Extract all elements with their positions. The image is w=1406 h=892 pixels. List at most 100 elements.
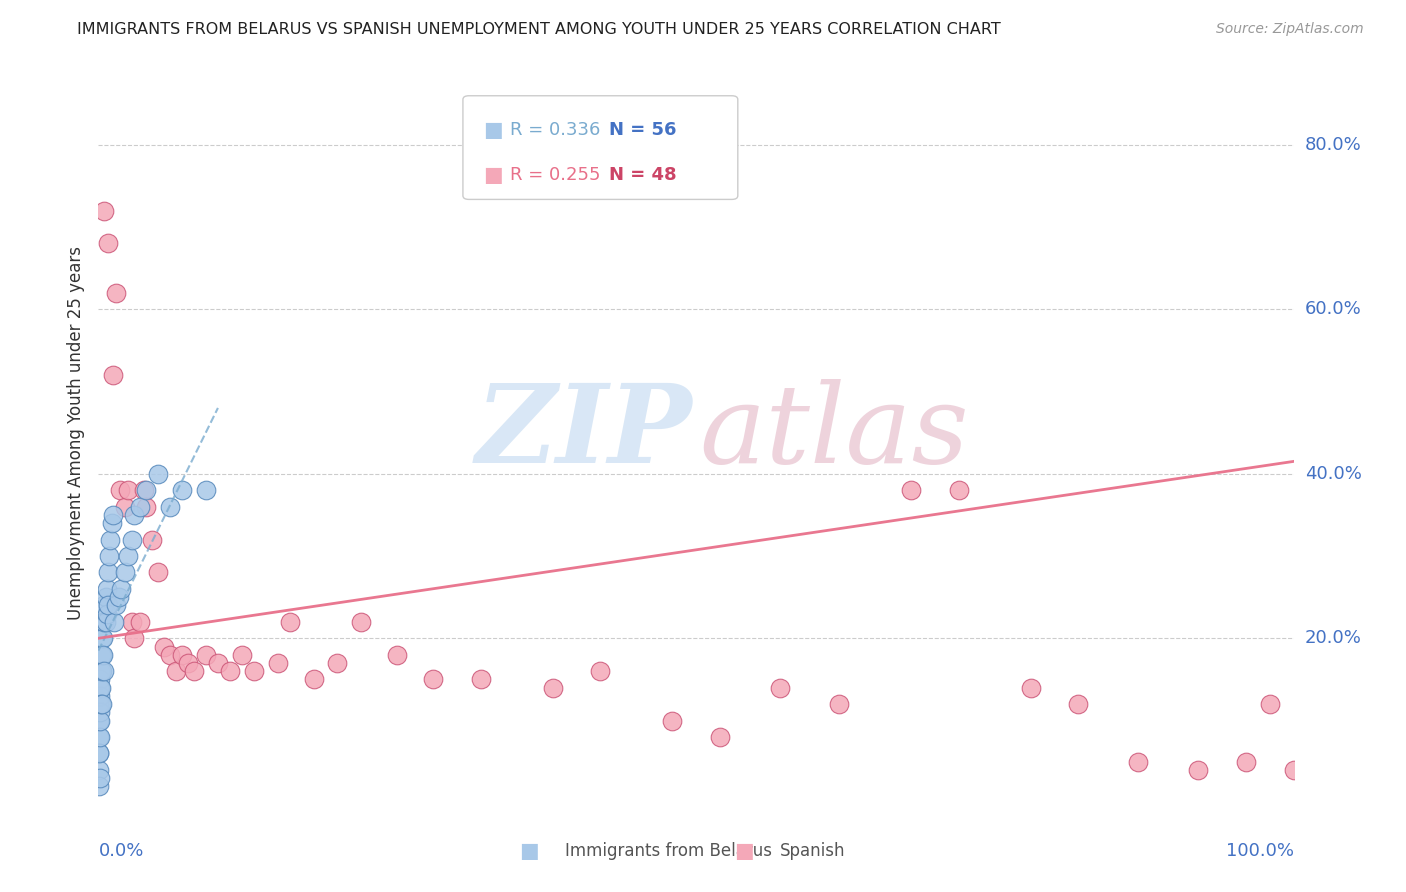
Point [129, 500, 152, 514]
Point [900, 483, 922, 498]
Point [302, 673, 325, 687]
Point [183, 664, 205, 678]
Point [89, 664, 111, 678]
Text: ■: ■ [484, 164, 503, 185]
Point [278, 615, 301, 629]
Point [97, 236, 120, 251]
Point [165, 664, 187, 678]
Text: Source: ZipAtlas.com: Source: ZipAtlas.com [1216, 22, 1364, 37]
Point [177, 656, 200, 670]
Point [135, 500, 157, 514]
Point [148, 467, 170, 481]
Point [350, 615, 373, 629]
Text: atlas: atlas [700, 379, 969, 486]
Point [422, 673, 444, 687]
Point [948, 483, 970, 498]
Point [153, 640, 176, 654]
FancyBboxPatch shape [463, 95, 738, 200]
Point [97, 566, 120, 580]
Point [828, 697, 851, 711]
Point [89, 673, 111, 687]
Point [114, 500, 136, 514]
Text: N = 48: N = 48 [609, 166, 676, 184]
Text: ■: ■ [484, 120, 503, 140]
Point [89, 681, 111, 695]
Point [91, 615, 114, 629]
Text: R = 0.336: R = 0.336 [509, 121, 600, 139]
Point [103, 615, 125, 629]
Point [87, 730, 110, 744]
Point [98, 549, 121, 563]
Point [129, 615, 152, 629]
Point [141, 533, 163, 547]
Point [159, 500, 181, 514]
Point [90, 697, 112, 711]
Point [661, 714, 683, 728]
Point [121, 615, 143, 629]
Point [1258, 697, 1281, 711]
Point [94, 590, 117, 604]
Point [172, 648, 194, 662]
Point [90, 648, 112, 662]
Point [93, 615, 115, 629]
Point [87, 714, 110, 728]
Point [87, 780, 110, 794]
Point [87, 697, 110, 711]
Point [93, 203, 115, 218]
Point [87, 747, 110, 761]
Point [91, 648, 114, 662]
Point [91, 648, 114, 662]
Text: 40.0%: 40.0% [1305, 465, 1361, 483]
Point [589, 664, 612, 678]
Point [1019, 681, 1042, 695]
Point [219, 664, 242, 678]
Point [96, 582, 118, 596]
Point [110, 582, 132, 596]
Point [385, 648, 409, 662]
Point [326, 656, 349, 670]
Text: Immigrants from Belarus: Immigrants from Belarus [565, 842, 772, 860]
Point [117, 549, 139, 563]
Point [1234, 755, 1257, 769]
Y-axis label: Unemployment Among Youth under 25 years: Unemployment Among Youth under 25 years [66, 245, 84, 620]
Point [159, 648, 181, 662]
Point [89, 747, 111, 761]
Point [105, 285, 128, 300]
Point [105, 599, 128, 613]
Point [107, 590, 129, 604]
Point [148, 566, 170, 580]
Text: 0.0%: 0.0% [98, 842, 143, 860]
Point [124, 508, 146, 522]
Point [117, 483, 139, 498]
Text: ■: ■ [519, 841, 538, 861]
Point [93, 599, 115, 613]
Point [541, 681, 564, 695]
Point [89, 771, 111, 785]
Point [97, 599, 120, 613]
Point [98, 533, 122, 547]
Point [132, 483, 155, 498]
Point [1282, 763, 1305, 777]
Point [195, 648, 218, 662]
Point [89, 697, 111, 711]
Text: 100.0%: 100.0% [1226, 842, 1294, 860]
Point [91, 632, 114, 646]
Point [93, 664, 115, 678]
Point [87, 763, 110, 777]
Text: Spanish: Spanish [779, 842, 845, 860]
Point [768, 681, 790, 695]
Point [89, 714, 111, 728]
Point [89, 730, 111, 744]
Point [172, 483, 194, 498]
Point [470, 673, 492, 687]
Text: ZIP: ZIP [475, 379, 692, 486]
Point [91, 697, 114, 711]
Point [101, 508, 124, 522]
Point [101, 368, 124, 382]
Text: N = 56: N = 56 [609, 121, 676, 139]
Point [89, 714, 111, 728]
Point [135, 483, 157, 498]
Point [1187, 763, 1209, 777]
Point [207, 656, 229, 670]
Point [121, 533, 143, 547]
